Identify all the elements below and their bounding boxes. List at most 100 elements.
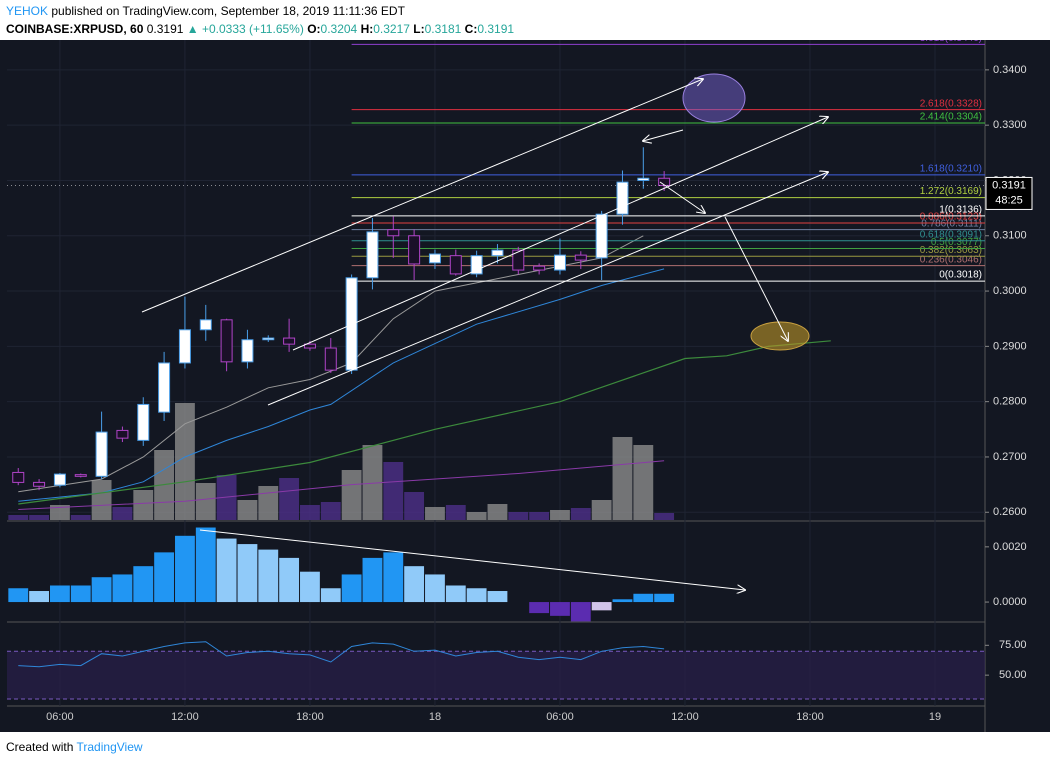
candle-body bbox=[366, 231, 379, 279]
author: YEHOK bbox=[6, 4, 49, 18]
open: 0.3204 bbox=[320, 22, 358, 36]
macd-bar bbox=[70, 585, 91, 603]
volume-bar bbox=[425, 507, 445, 520]
macd-bar bbox=[404, 566, 425, 603]
fib-label: 0.5(0.3077) bbox=[931, 237, 982, 248]
candle-body bbox=[408, 235, 421, 265]
x-tick-label: 18:00 bbox=[296, 711, 324, 723]
macd-bar bbox=[529, 602, 550, 614]
macd-bar bbox=[50, 585, 70, 603]
candle-body bbox=[512, 249, 525, 271]
volume-bar bbox=[279, 478, 300, 520]
volume-bar bbox=[654, 513, 675, 520]
macd-bar bbox=[195, 527, 216, 603]
volume-bar bbox=[633, 445, 654, 520]
y-tick-label: 0.3000 bbox=[993, 285, 1027, 297]
candle-body bbox=[178, 329, 191, 364]
trend-line bbox=[199, 529, 745, 590]
macd-bar bbox=[425, 574, 445, 603]
rsi-line bbox=[18, 641, 665, 668]
candle-body bbox=[428, 253, 441, 264]
high: 0.3217 bbox=[373, 22, 410, 36]
macd-bar bbox=[237, 544, 258, 603]
x-tick-label: 18:00 bbox=[796, 711, 824, 723]
l-label: L: bbox=[413, 22, 425, 36]
y-tick-label: 0.2700 bbox=[993, 451, 1027, 463]
volume-bar bbox=[362, 445, 383, 520]
volume-bar bbox=[341, 470, 362, 520]
last-price-box bbox=[985, 176, 1033, 210]
moving-average bbox=[18, 235, 644, 493]
c-label: C: bbox=[464, 22, 478, 36]
fib-label: 0.786(0.3111) bbox=[921, 218, 982, 229]
x-tick-label: 12:00 bbox=[671, 711, 699, 723]
y-tick-label: 0.2800 bbox=[993, 396, 1027, 408]
volume-bar bbox=[487, 504, 508, 520]
volume-bar bbox=[237, 500, 258, 520]
fib-label: 1.272(0.3169) bbox=[920, 186, 982, 197]
candle-body bbox=[595, 213, 608, 259]
volume-bar bbox=[175, 403, 195, 520]
header-line-2: COINBASE:XRPUSD, 60 0.3191 ▲ +0.0333 (+1… bbox=[6, 22, 514, 36]
macd-bar bbox=[154, 552, 175, 603]
x-tick-label: 19 bbox=[929, 711, 941, 723]
candle-body bbox=[33, 481, 46, 487]
volume-bar bbox=[508, 512, 529, 520]
x-tick-label: 18 bbox=[429, 711, 441, 723]
candle-body bbox=[241, 339, 254, 363]
candle-body bbox=[53, 473, 66, 486]
h-label: H: bbox=[360, 22, 374, 36]
macd-bar bbox=[570, 602, 591, 622]
macd-bar bbox=[654, 593, 675, 603]
fib-label: 0.886(0.3123) bbox=[920, 212, 982, 223]
macd-bar bbox=[279, 557, 300, 603]
volume-bar bbox=[550, 510, 570, 520]
macd-bar bbox=[300, 571, 320, 603]
target-zone bbox=[682, 73, 746, 123]
trend-line bbox=[292, 117, 828, 351]
chart: 06:00 12:00 18:00 18 06:00 12:00 18:00 19 0.2600… bbox=[0, 40, 1050, 732]
y-tick-label: 75.00 bbox=[999, 639, 1027, 651]
macd-bar bbox=[258, 549, 279, 603]
macd-bar bbox=[29, 591, 50, 603]
candle-body bbox=[116, 429, 129, 439]
volume-bar bbox=[112, 507, 133, 520]
y-tick-label: 0.3400 bbox=[993, 64, 1027, 76]
x-tick-label: 12:00 bbox=[171, 711, 199, 723]
y-tick-label: 0.3300 bbox=[993, 119, 1027, 131]
candle-body bbox=[95, 431, 108, 477]
volume-bar bbox=[591, 500, 612, 520]
y-tick-label: 0.2600 bbox=[993, 506, 1027, 518]
volume-bar bbox=[8, 515, 29, 520]
moving-average bbox=[18, 460, 665, 510]
candle-body bbox=[324, 347, 337, 371]
fib-label: 0.236(0.3046) bbox=[920, 254, 982, 265]
candle-body bbox=[387, 229, 400, 237]
fib-label: 1.618(0.3210) bbox=[920, 164, 982, 175]
macd-bar bbox=[550, 602, 570, 616]
macd-bar bbox=[175, 535, 195, 603]
candle-body bbox=[449, 255, 462, 275]
volume-bar bbox=[29, 515, 50, 520]
moving-average bbox=[18, 268, 665, 502]
y-tick-label: 50.00 bbox=[999, 669, 1027, 681]
candle-body bbox=[637, 177, 650, 181]
candle-body bbox=[283, 337, 296, 345]
candle-body bbox=[158, 362, 171, 413]
y-tick-label: 0.3100 bbox=[993, 230, 1027, 242]
target-zone bbox=[750, 321, 810, 351]
symbol: COINBASE:XRPUSD, 60 bbox=[6, 22, 144, 36]
macd-bar bbox=[466, 588, 487, 603]
volume-bar bbox=[570, 508, 591, 520]
candle-body bbox=[574, 254, 587, 261]
created-with: Created with bbox=[6, 740, 74, 754]
o-label: O: bbox=[307, 22, 321, 36]
fib-label: 0.618(0.3091) bbox=[920, 229, 982, 240]
macd-bar bbox=[91, 577, 112, 603]
candle-body bbox=[12, 471, 25, 483]
trend-line bbox=[643, 129, 684, 141]
volume-bar bbox=[70, 515, 91, 520]
macd-bar bbox=[633, 593, 654, 603]
trend-line bbox=[659, 181, 705, 213]
header-line-1: YEHOK published on TradingView.com, Sept… bbox=[6, 4, 405, 18]
